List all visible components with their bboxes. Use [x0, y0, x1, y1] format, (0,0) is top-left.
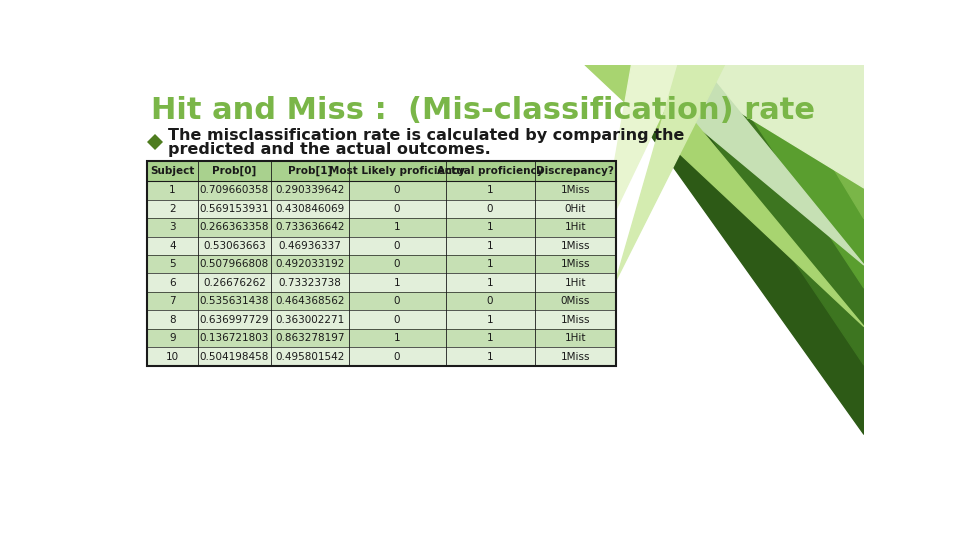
- Text: 0Hit: 0Hit: [564, 204, 586, 214]
- Text: 0.495801542: 0.495801542: [276, 352, 345, 362]
- Text: 0: 0: [394, 352, 400, 362]
- Polygon shape: [616, 65, 725, 280]
- Text: 1: 1: [394, 222, 400, 232]
- Text: 0: 0: [394, 241, 400, 251]
- Text: 0: 0: [394, 315, 400, 325]
- Text: 0.363002271: 0.363002271: [276, 315, 345, 325]
- Text: 1Miss: 1Miss: [561, 315, 590, 325]
- Text: 1: 1: [487, 222, 493, 232]
- Text: Subject: Subject: [150, 166, 195, 176]
- Text: Actual proficiency: Actual proficiency: [437, 166, 543, 176]
- Text: 0.863278197: 0.863278197: [276, 333, 345, 343]
- Bar: [147, 329, 616, 347]
- Text: 0: 0: [394, 204, 400, 214]
- Text: 1: 1: [394, 333, 400, 343]
- Text: 0.507966808: 0.507966808: [200, 259, 269, 269]
- Text: Prob[0]: Prob[0]: [212, 166, 256, 176]
- Text: 1: 1: [487, 259, 493, 269]
- Bar: [147, 181, 616, 200]
- Polygon shape: [771, 65, 864, 219]
- Text: Hit and Miss :  (Mis-classification) rate: Hit and Miss : (Mis-classification) rate: [151, 96, 815, 125]
- Bar: [147, 273, 616, 292]
- Text: Most Likely proficiency: Most Likely proficiency: [329, 166, 465, 176]
- Text: 0: 0: [394, 185, 400, 195]
- Text: 1Hit: 1Hit: [564, 222, 586, 232]
- Polygon shape: [662, 65, 864, 188]
- Text: 10: 10: [166, 352, 179, 362]
- Text: 5: 5: [169, 259, 176, 269]
- Text: 1Miss: 1Miss: [561, 259, 590, 269]
- Polygon shape: [818, 65, 864, 157]
- Text: 1: 1: [487, 352, 493, 362]
- Bar: [147, 218, 616, 237]
- Polygon shape: [662, 65, 864, 365]
- Text: 1: 1: [487, 185, 493, 195]
- Polygon shape: [585, 65, 864, 327]
- Text: 1Miss: 1Miss: [561, 352, 590, 362]
- Text: 0: 0: [487, 204, 493, 214]
- Polygon shape: [624, 65, 864, 265]
- Bar: [147, 161, 616, 181]
- Text: 0.504198458: 0.504198458: [200, 352, 269, 362]
- Text: 0.290339642: 0.290339642: [276, 185, 345, 195]
- Text: 0.73323738: 0.73323738: [278, 278, 342, 288]
- Text: 7: 7: [169, 296, 176, 306]
- Bar: [147, 255, 616, 273]
- Text: Prob[1]: Prob[1]: [288, 166, 332, 176]
- Text: 0.26676262: 0.26676262: [203, 278, 266, 288]
- Text: 0: 0: [487, 296, 493, 306]
- Text: 0.53063663: 0.53063663: [203, 241, 266, 251]
- Bar: [147, 292, 616, 310]
- Text: 0.266363358: 0.266363358: [200, 222, 269, 232]
- Text: 9: 9: [169, 333, 176, 343]
- Text: 4: 4: [169, 241, 176, 251]
- Text: 0.430846069: 0.430846069: [276, 204, 345, 214]
- Bar: [147, 161, 616, 366]
- Text: 1Miss: 1Miss: [561, 241, 590, 251]
- Text: 0: 0: [394, 296, 400, 306]
- Text: 1: 1: [394, 278, 400, 288]
- Bar: [147, 237, 616, 255]
- Text: Discrepancy?: Discrepancy?: [537, 166, 614, 176]
- Text: 0.136721803: 0.136721803: [200, 333, 269, 343]
- Polygon shape: [601, 65, 864, 434]
- Text: 3: 3: [169, 222, 176, 232]
- Text: 1: 1: [487, 315, 493, 325]
- Text: 0.46936337: 0.46936337: [278, 241, 342, 251]
- Text: 1: 1: [487, 333, 493, 343]
- Text: 0Miss: 0Miss: [561, 296, 590, 306]
- Text: The misclassification rate is calculated by comparing the: The misclassification rate is calculated…: [168, 128, 684, 143]
- Text: 1Hit: 1Hit: [564, 333, 586, 343]
- Text: 0.492033192: 0.492033192: [276, 259, 345, 269]
- Text: 8: 8: [169, 315, 176, 325]
- Text: 0.535631438: 0.535631438: [200, 296, 269, 306]
- Text: 0: 0: [394, 259, 400, 269]
- Text: 1Miss: 1Miss: [561, 185, 590, 195]
- Bar: [147, 200, 616, 218]
- Text: 1: 1: [487, 241, 493, 251]
- Text: 0.569153931: 0.569153931: [200, 204, 269, 214]
- Text: 0.464368562: 0.464368562: [276, 296, 345, 306]
- Polygon shape: [601, 65, 685, 242]
- Text: 0.636997729: 0.636997729: [200, 315, 269, 325]
- Polygon shape: [717, 65, 864, 288]
- Text: 0.733636642: 0.733636642: [276, 222, 345, 232]
- Text: 6: 6: [169, 278, 176, 288]
- Text: predicted and the actual outcomes.: predicted and the actual outcomes.: [168, 142, 491, 157]
- Text: 2: 2: [169, 204, 176, 214]
- Text: 1Hit: 1Hit: [564, 278, 586, 288]
- Bar: [147, 310, 616, 329]
- Bar: [147, 347, 616, 366]
- Text: 1: 1: [487, 278, 493, 288]
- Text: 1: 1: [169, 185, 176, 195]
- Text: 0.709660358: 0.709660358: [200, 185, 269, 195]
